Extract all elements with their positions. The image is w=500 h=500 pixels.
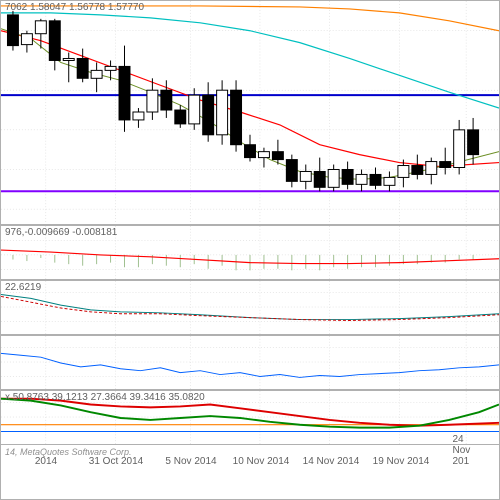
- adx-label: x 50.8763 39.1213 27.3664 39.3416 35.082…: [5, 392, 205, 403]
- x-tick-label: 24 Nov 201: [453, 434, 484, 467]
- x-tick-label: 14 Nov 2014: [303, 456, 360, 467]
- price-chart-panel[interactable]: 7062 1.58047 1.56778 1.57770: [0, 0, 500, 225]
- price-panel-label: 7062 1.58047 1.56778 1.57770: [5, 2, 144, 13]
- x-tick-label: 19 Nov 2014: [373, 456, 430, 467]
- macd-label: 976,-0.009669 -0.008181: [5, 227, 117, 238]
- price-svg: [1, 1, 499, 224]
- macd-panel[interactable]: 976,-0.009669 -0.008181: [0, 225, 500, 280]
- stoch-panel[interactable]: [0, 335, 500, 390]
- rsi-panel[interactable]: 22.6219: [0, 280, 500, 335]
- adx-panel[interactable]: x 50.8763 39.1213 27.3664 39.3416 35.082…: [0, 390, 500, 445]
- rsi-svg: [1, 281, 499, 334]
- x-axis-ticks: 201431 Oct 20145 Nov 201410 Nov 201414 N…: [1, 461, 499, 481]
- rsi-label: 22.6219: [5, 282, 41, 293]
- stoch-svg: [1, 336, 499, 389]
- x-tick-label: 10 Nov 2014: [233, 456, 290, 467]
- x-tick-label: 2014: [35, 456, 57, 467]
- x-axis-panel: 14, MetaQuotes Software Corp. 201431 Oct…: [0, 445, 500, 500]
- x-tick-label: 5 Nov 2014: [165, 456, 216, 467]
- x-tick-label: 31 Oct 2014: [89, 456, 143, 467]
